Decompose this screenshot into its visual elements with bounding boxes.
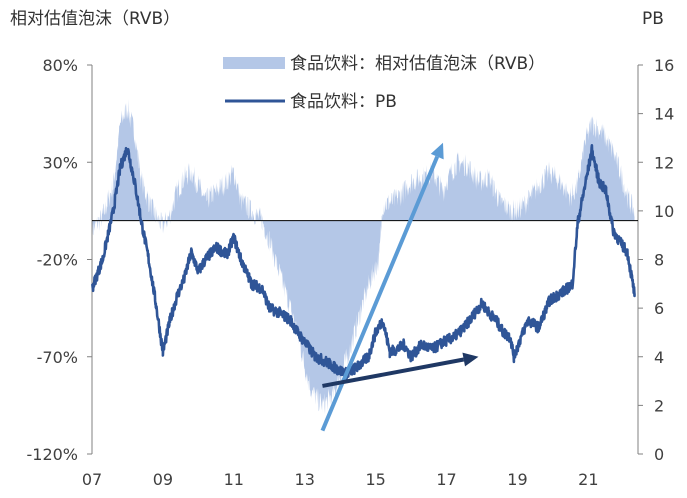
trend-arrow-2-shaft <box>322 357 465 388</box>
pb-line-layer <box>90 144 636 380</box>
right-tick-label: 14 <box>654 105 674 124</box>
right-tick-label: 16 <box>654 56 674 75</box>
right-tick-label: 2 <box>654 396 664 415</box>
legend-label-rvb: 食品饮料：相对估值泡沫（RVB） <box>290 54 545 74</box>
x-tick-label: 13 <box>295 470 315 489</box>
left-tick-label: -120% <box>26 445 78 464</box>
x-tick-label: 17 <box>436 470 456 489</box>
trend-arrow-1-shaft <box>320 155 440 432</box>
x-tick-label: 09 <box>153 470 173 489</box>
legend-label-pb: 食品饮料：PB <box>290 92 397 112</box>
right-tick-label: 8 <box>654 251 664 270</box>
x-tick-label: 19 <box>507 470 527 489</box>
right-tick-label: 0 <box>654 445 664 464</box>
right-axis-title: PB <box>642 9 664 29</box>
tick-label-layer: 80% 30% -20% -70% -120% 16 14 12 10 8 6 4 2 0 07 09 11 13… <box>26 56 674 489</box>
x-tick-label: 15 <box>365 470 385 489</box>
x-tick-label: 21 <box>578 470 598 489</box>
x-tick-label: 11 <box>224 470 244 489</box>
left-axis-title: 相对估值泡沫（RVB） <box>10 9 180 29</box>
pb-line <box>90 144 636 380</box>
trend-arrow-2-head <box>462 352 479 367</box>
legend: 食品饮料：相对估值泡沫（RVB） 食品饮料：PB <box>223 54 545 112</box>
legend-swatch-rvb <box>223 57 285 69</box>
right-tick-label: 12 <box>654 153 674 172</box>
right-tick-label: 4 <box>654 348 664 367</box>
left-tick-label: 30% <box>42 153 78 172</box>
arrow-layer <box>320 142 479 432</box>
left-tick-label: -20% <box>37 251 78 270</box>
rvb-area-layer <box>92 99 635 414</box>
rvb-area <box>92 99 635 414</box>
axes-layer <box>87 64 643 455</box>
trend-arrow-1-head <box>430 142 444 160</box>
x-tick-label: 07 <box>82 470 102 489</box>
right-tick-label: 6 <box>654 299 664 318</box>
right-tick-label: 10 <box>654 202 674 221</box>
left-tick-label: -70% <box>37 348 78 367</box>
left-tick-label: 80% <box>42 56 78 75</box>
